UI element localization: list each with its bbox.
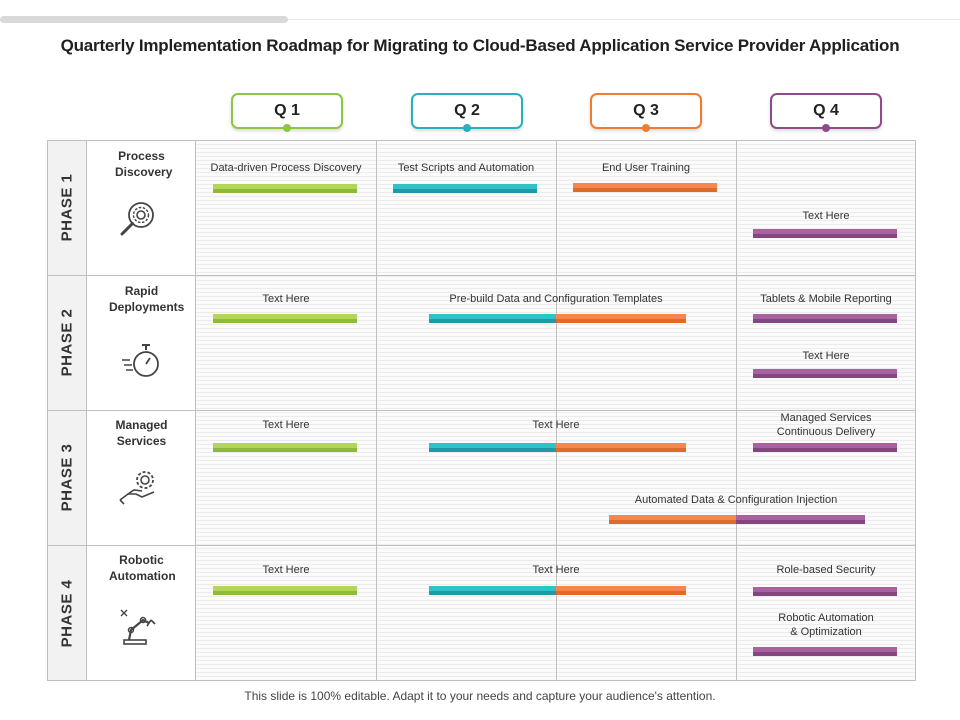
task-label: & Optimization — [790, 626, 862, 638]
timeline-bar — [213, 184, 357, 193]
timeline-bar — [753, 443, 897, 452]
task-label: Pre-build Data and Configuration Templat… — [449, 293, 663, 305]
timeline-bar — [753, 229, 897, 238]
timeline-bar — [753, 369, 897, 378]
timeline-bar — [753, 587, 897, 596]
category-robotic-automation: Robotic Automation — [109, 553, 176, 583]
task-label: Continuous Delivery — [776, 426, 876, 438]
footer-note: This slide is 100% editable. Adapt it to… — [244, 689, 716, 703]
timeline-bar — [736, 515, 865, 524]
timeline-bar — [429, 586, 556, 595]
quarter-label: Q 2 — [454, 102, 480, 119]
phase-4-label: PHASE 4 — [47, 545, 87, 681]
task-label: Text Here — [802, 210, 850, 222]
task-label: Role-based Security — [776, 564, 876, 576]
category-rapid-deployments: Rapid Deployments — [109, 284, 185, 314]
category-process-discovery: Process Discovery — [115, 149, 173, 179]
quarter-header-q2: Q 2 — [411, 93, 523, 132]
hand-gear-icon — [119, 471, 155, 505]
quarter-dot — [642, 124, 650, 132]
quarter-label: Q 4 — [813, 102, 839, 119]
task-label: Text Here — [262, 419, 310, 431]
timeline-bar — [556, 314, 686, 323]
timeline-bar — [753, 314, 897, 323]
timeline-bar — [753, 647, 897, 656]
quarter-dot — [463, 124, 471, 132]
robotic-arm-icon — [120, 609, 156, 645]
phase-label-text: PHASE 2 — [58, 308, 76, 377]
task-label: Text Here — [802, 350, 850, 362]
timeline-bar — [429, 314, 556, 323]
task-label: Text Here — [532, 419, 580, 431]
phase-label-text: PHASE 4 — [58, 579, 76, 647]
grid-divider — [47, 275, 916, 276]
task-label: Tablets & Mobile Reporting — [760, 293, 892, 305]
page-title: Quarterly Implementation Roadmap for Mig… — [60, 36, 900, 55]
timeline-bar — [609, 515, 736, 524]
task-label: Text Here — [262, 564, 310, 576]
timeline-bar — [429, 443, 556, 452]
task-label: Robotic Automation — [778, 612, 874, 624]
task-label: Text Here — [262, 293, 310, 305]
task-label: Test Scripts and Automation — [397, 162, 535, 174]
phase-1-label: PHASE 1 — [47, 140, 87, 275]
top-decor-bar — [0, 16, 288, 23]
magnifier-gear-icon — [120, 202, 154, 236]
phase-2-label: PHASE 2 — [47, 275, 87, 410]
quarter-header-q1: Q 1 — [231, 93, 343, 132]
timeline-bar — [556, 443, 686, 452]
timeline-bar — [573, 183, 717, 192]
quarter-label: Q 3 — [633, 102, 659, 119]
phase-3-label: PHASE 3 — [47, 410, 87, 545]
category-managed-services: Managed Services — [115, 418, 168, 448]
task-label: Managed Services — [780, 412, 872, 424]
task-label: End User Training — [601, 162, 691, 174]
task-label: Text Here — [532, 564, 580, 576]
timeline-bar — [213, 443, 357, 452]
task-label: Automated Data & Configuration Injection — [634, 494, 838, 506]
quarter-header-q4: Q 4 — [770, 93, 882, 132]
stopwatch-icon — [122, 344, 159, 377]
phase-label-text: PHASE 1 — [58, 173, 76, 242]
top-decor-line — [288, 19, 960, 20]
grid-divider — [47, 545, 916, 546]
quarter-dot — [283, 124, 291, 132]
phase-label-text: PHASE 3 — [58, 443, 76, 512]
timeline-bar — [556, 586, 686, 595]
task-label: Data-driven Process Discovery — [210, 162, 362, 174]
quarter-header-q3: Q 3 — [590, 93, 702, 132]
timeline-bar — [213, 314, 357, 323]
grid-divider — [47, 410, 916, 411]
quarter-dot — [822, 124, 830, 132]
quarter-label: Q 1 — [274, 102, 300, 119]
timeline-bar — [393, 184, 537, 193]
timeline-bar — [213, 586, 357, 595]
